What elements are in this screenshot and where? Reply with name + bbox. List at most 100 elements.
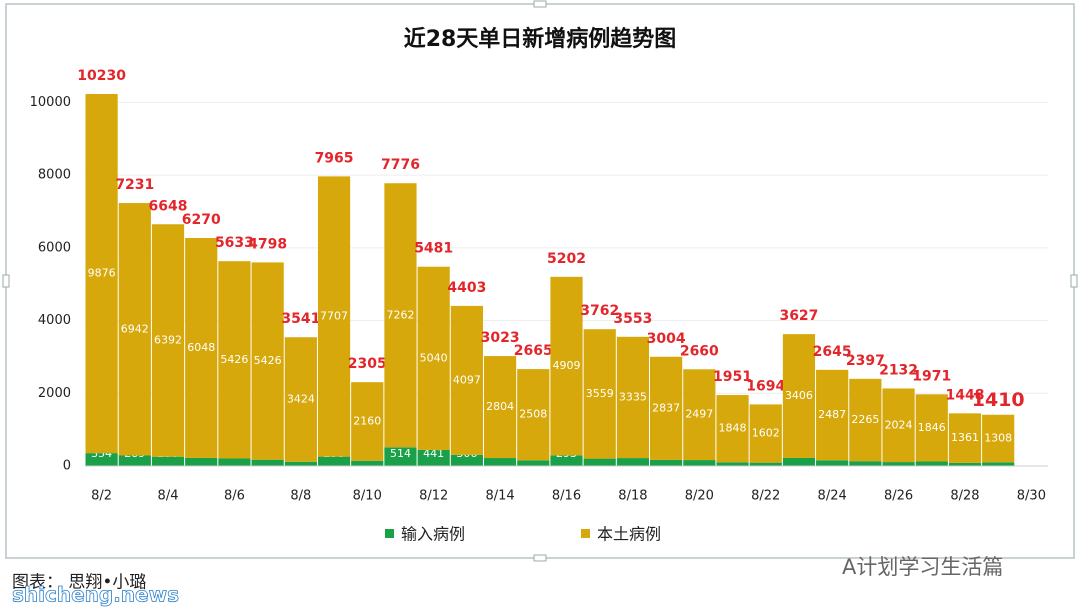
total-label: 7965: [315, 150, 354, 166]
bar-segment: [450, 454, 483, 466]
bar-segment: [915, 461, 948, 466]
bar-segment: [251, 262, 284, 460]
value-label: 5426: [220, 353, 248, 366]
value-label: 7262: [386, 308, 414, 321]
bar-segment: [450, 305, 483, 455]
total-label: 5633: [215, 235, 254, 251]
y-tick-label: 4000: [38, 313, 71, 328]
bar-segment: [782, 334, 816, 458]
bar-segment: [517, 460, 550, 466]
x-tick-label: 8/22: [751, 489, 780, 504]
bar-segment: [85, 94, 118, 454]
x-tick-label: 8/28: [950, 489, 979, 504]
bar-segment: [384, 447, 417, 466]
bar-segment: [218, 458, 251, 466]
x-tick-label: 8/30: [1017, 489, 1046, 504]
value-label: 1602: [752, 427, 780, 440]
total-label: 2665: [514, 343, 553, 359]
value-label: 1846: [918, 421, 946, 434]
total-label: 2645: [813, 344, 852, 360]
bar-segment: [384, 183, 417, 448]
total-label: 1694: [746, 378, 785, 394]
bar-segment: [650, 356, 683, 460]
bar-segment: [351, 460, 384, 466]
bar-segment: [417, 449, 450, 466]
bar-segment: [351, 382, 384, 461]
legend-label: 本土病例: [597, 525, 661, 544]
total-label: 5202: [547, 251, 586, 267]
value-label: 7707: [320, 309, 348, 322]
bar-segment: [483, 458, 517, 466]
value-label: 9876: [88, 267, 116, 280]
y-tick-label: 6000: [38, 240, 71, 255]
x-tick-label: 8/16: [552, 489, 581, 504]
total-label: 3023: [481, 330, 520, 346]
bar-segment: [284, 461, 317, 466]
value-label: 1361: [951, 431, 979, 444]
value-label: 2508: [519, 408, 547, 421]
value-label: 514: [390, 447, 411, 460]
x-tick-label: 8/6: [224, 489, 245, 504]
bar-segment: [749, 462, 782, 466]
x-tick-label: 8/8: [290, 489, 311, 504]
handle: [1070, 274, 1078, 288]
bar-segment: [417, 266, 450, 450]
x-tick-label: 8/26: [884, 489, 913, 504]
credit: 图表： 思翔•小璐: [12, 573, 146, 593]
bar-segment: [716, 462, 749, 466]
value-label: 4097: [453, 373, 481, 386]
total-label: 6648: [149, 198, 188, 214]
value-label: 2804: [486, 400, 514, 413]
value-label: 2497: [685, 408, 713, 421]
bar-segment: [683, 460, 716, 466]
bar-segment: [583, 458, 616, 466]
bar-segment: [948, 413, 982, 463]
value-label: 441: [423, 447, 444, 460]
y-tick-label: 0: [63, 459, 71, 474]
total-label: 4403: [447, 280, 486, 296]
total-label: 1951: [713, 369, 752, 385]
bar-segment: [749, 404, 782, 463]
total-label: 3627: [779, 308, 818, 324]
bar-segment: [616, 336, 650, 459]
bar-segment: [550, 455, 583, 466]
total-label: 6270: [182, 212, 221, 228]
bar-segment: [85, 453, 118, 466]
value-label: 5040: [420, 351, 448, 364]
value-label: 2160: [353, 414, 381, 427]
total-label: 7231: [115, 177, 154, 193]
value-label: 4909: [553, 359, 581, 372]
x-tick-label: 8/18: [618, 489, 647, 504]
total-label: 1971: [912, 368, 951, 384]
total-label: 2132: [879, 362, 918, 378]
bar-segment: [882, 462, 915, 466]
bar-segment: [782, 457, 816, 466]
legend-label: 输入病例: [401, 525, 465, 544]
total-label: 10230: [77, 68, 126, 84]
bar-segment: [716, 395, 749, 463]
bar-segment: [284, 337, 317, 462]
bar-segment: [915, 394, 948, 462]
bar-segment: [151, 224, 185, 457]
x-tick-label: 8/4: [158, 489, 179, 504]
total-label: 3541: [281, 311, 320, 327]
value-label: 2837: [652, 401, 680, 414]
handle: [2, 274, 10, 288]
bar-segment: [483, 356, 517, 459]
value-label: 3424: [287, 392, 315, 405]
total-label: 7776: [381, 157, 420, 173]
bar-segment: [948, 462, 982, 466]
bar-segment: [849, 378, 882, 462]
value-label: 6392: [154, 333, 182, 346]
watermark: A计划学习生活篇: [842, 555, 1003, 579]
value-label: 6048: [187, 341, 215, 354]
bar-segment: [118, 203, 151, 456]
bar-segment: [185, 457, 218, 466]
total-label: 2660: [680, 343, 719, 359]
value-label: 1308: [984, 432, 1012, 445]
value-label: 2487: [818, 408, 846, 421]
value-label: 2024: [885, 418, 913, 431]
total-label: 2397: [846, 353, 885, 369]
bar-segment: [583, 329, 616, 459]
